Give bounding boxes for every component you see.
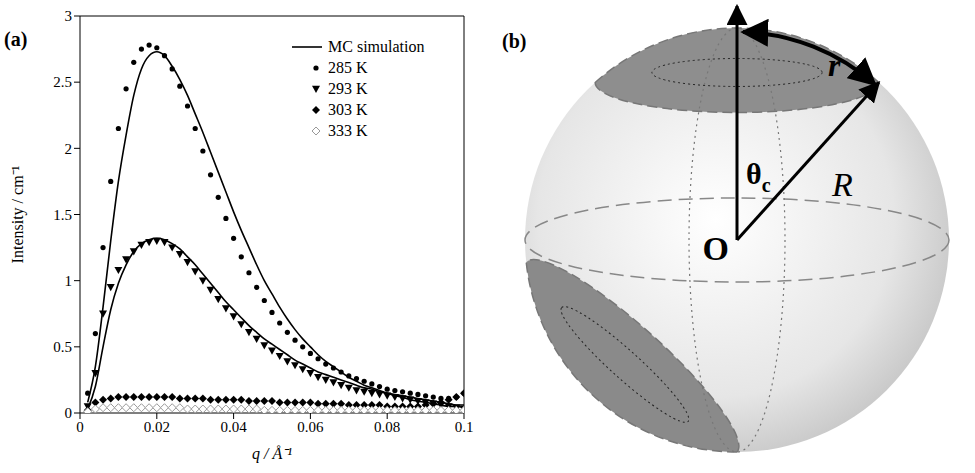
svg-text:0.06: 0.06 [297, 419, 324, 435]
svg-text:0.04: 0.04 [220, 419, 247, 435]
svg-text:1.5: 1.5 [53, 207, 72, 223]
svg-text:0: 0 [65, 405, 73, 421]
svg-text:2: 2 [65, 141, 73, 157]
svg-text:3: 3 [65, 8, 73, 24]
svg-text:2.5: 2.5 [53, 74, 72, 90]
svg-text:r: r [828, 47, 841, 83]
svg-text:0: 0 [76, 419, 84, 435]
svg-text:R: R [831, 166, 853, 203]
svg-text:O: O [703, 230, 729, 267]
svg-text:q / Å⁻¹: q / Å⁻¹ [252, 445, 292, 463]
html-text:303 K: 303 K [328, 101, 368, 118]
html-text:(a): (a) [4, 28, 28, 50]
svg-text:1: 1 [65, 273, 73, 289]
svg-text:θc: θc [746, 157, 771, 196]
html-text:293 K: 293 K [328, 80, 368, 97]
svg-text:0.08: 0.08 [374, 419, 400, 435]
html-text:MC simulation: MC simulation [328, 38, 425, 55]
svg-text:0.02: 0.02 [144, 419, 170, 435]
svg-text:0.5: 0.5 [53, 339, 72, 355]
svg-text:Intensity / cm⁻¹: Intensity / cm⁻¹ [9, 165, 27, 263]
svg-text:0.1: 0.1 [455, 419, 474, 435]
html-text:333 K: 333 K [328, 122, 368, 139]
html-text:285 K: 285 K [328, 59, 368, 76]
svg-text:(b): (b) [502, 30, 526, 53]
